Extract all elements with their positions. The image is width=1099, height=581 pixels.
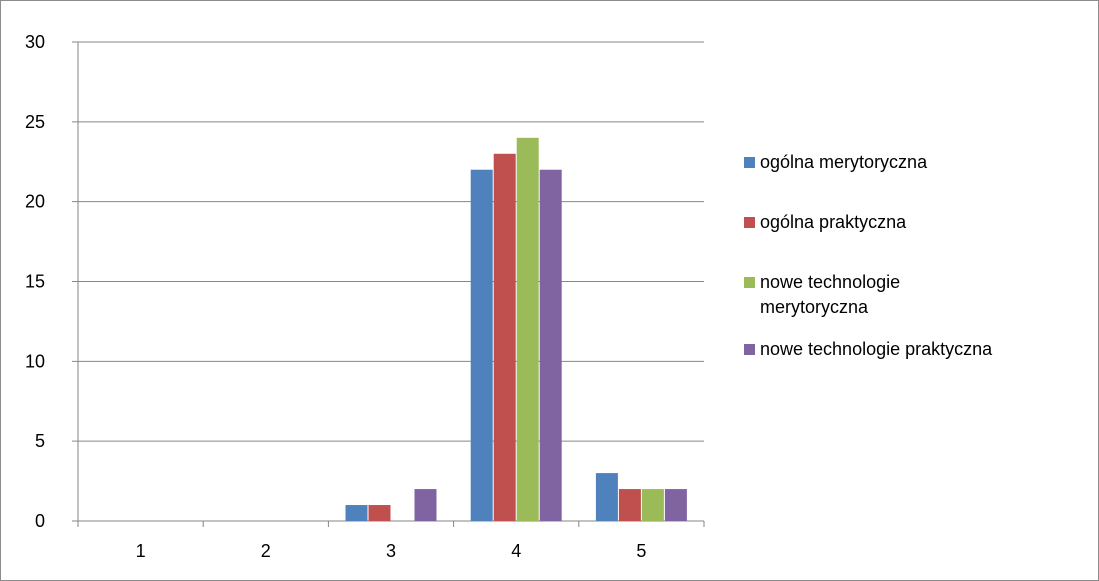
legend-label: ogólna praktyczna: [760, 212, 907, 232]
legend-label: nowe technologie merytoryczna: [760, 272, 901, 317]
legend-swatch-nowe-technologie-merytoryczna: [744, 277, 755, 288]
y-tick-label: 20: [25, 192, 45, 212]
bar: [345, 505, 368, 521]
x-tick-label: 1: [136, 541, 146, 561]
x-tick-label: 5: [636, 541, 646, 561]
x-tick-label: 2: [261, 541, 271, 561]
bar: [595, 473, 618, 521]
bar: [414, 489, 437, 521]
bar: [470, 169, 493, 521]
y-tick-label: 0: [35, 511, 45, 531]
bar: [493, 153, 516, 521]
bar: [664, 489, 687, 521]
legend-item: ogólna merytoryczna: [744, 150, 1094, 210]
chart-legend: ogólna merytoryczna ogólna praktyczna no…: [744, 150, 1094, 397]
bar: [539, 169, 562, 521]
legend-item: nowe technologie merytoryczna: [744, 270, 1094, 337]
legend-label: ogólna merytoryczna: [760, 152, 928, 172]
legend-item: nowe technologie praktyczna: [744, 337, 1094, 397]
y-tick-label: 5: [35, 431, 45, 451]
legend-swatch-ogolna-merytoryczna: [744, 157, 755, 168]
y-tick-label: 10: [25, 351, 45, 371]
bar: [641, 489, 664, 521]
y-tick-label: 15: [25, 272, 45, 292]
x-tick-label: 3: [386, 541, 396, 561]
y-tick-label: 25: [25, 112, 45, 132]
bar: [618, 489, 641, 521]
y-tick-label: 30: [25, 32, 45, 52]
legend-item: ogólna praktyczna: [744, 210, 1094, 270]
legend-swatch-nowe-technologie-praktyczna: [744, 344, 755, 355]
bar: [368, 505, 391, 521]
legend-label: nowe technologie praktyczna: [760, 339, 993, 359]
bar: [516, 137, 539, 522]
x-tick-label: 4: [511, 541, 521, 561]
legend-swatch-ogolna-praktyczna: [744, 217, 755, 228]
